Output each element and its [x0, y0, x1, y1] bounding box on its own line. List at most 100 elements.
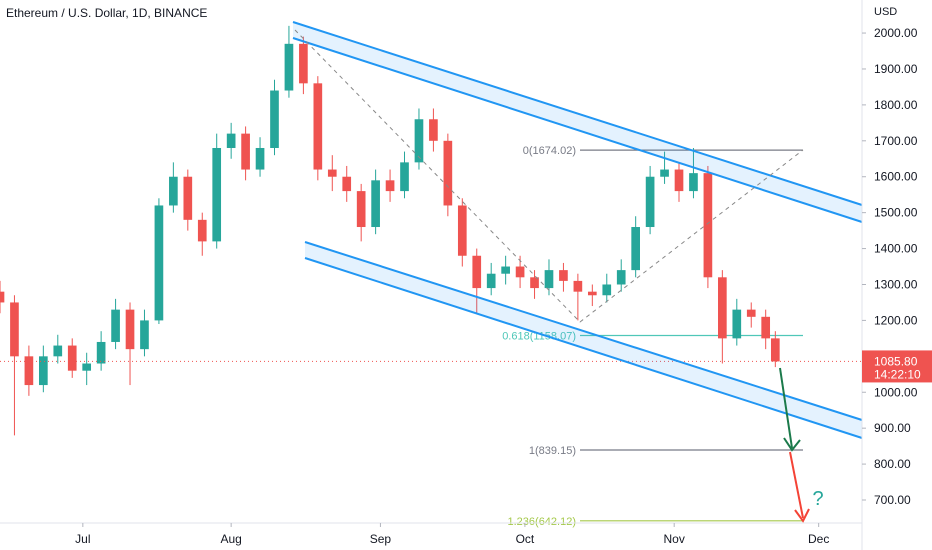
y-tick-label: 1400.00: [874, 242, 918, 256]
candle-body: [53, 345, 63, 357]
candle: [197, 212, 207, 256]
arrow-head: [794, 508, 810, 523]
y-tick-label: 1700.00: [874, 134, 918, 148]
candle: [718, 270, 727, 364]
candle: [169, 162, 178, 213]
candle-body: [342, 176, 352, 192]
abc-pattern: [294, 29, 804, 323]
candle-body: [327, 169, 337, 177]
countdown: 14:22:10: [874, 367, 921, 381]
candle-body: [718, 277, 727, 339]
candle-body: [544, 270, 554, 289]
candle-body: [732, 309, 742, 339]
candle: [24, 345, 34, 396]
candle-body: [39, 356, 48, 386]
candle-body: [154, 205, 164, 321]
y-tick-label: 2000.00: [874, 26, 918, 40]
chart-title: Ethereum / U.S. Dollar, 1D, BINANCE: [6, 6, 207, 20]
candle: [39, 345, 48, 393]
candle-body: [125, 309, 135, 350]
candle: [587, 284, 597, 307]
candle: [371, 169, 380, 235]
candle-body: [241, 133, 250, 170]
candle-body: [24, 356, 34, 386]
candle: [457, 198, 467, 267]
candle-body: [82, 363, 92, 371]
fib-label: 1(839.15): [529, 445, 576, 457]
candle: [53, 334, 63, 364]
candle-body: [746, 309, 756, 317]
candle-body: [270, 90, 279, 148]
candle: [111, 298, 120, 350]
candle-body: [111, 309, 120, 342]
candle-body: [761, 316, 771, 339]
candle-body: [559, 270, 568, 281]
candle-body: [689, 173, 698, 192]
candle: [299, 36, 308, 95]
candle-body: [356, 191, 366, 228]
x-tick-label: Sep: [370, 532, 392, 546]
x-tick-label: Dec: [808, 532, 829, 546]
price-axis: [862, 0, 932, 550]
channel-line: [292, 37, 863, 223]
candle: [746, 302, 756, 328]
y-tick-label: 1300.00: [874, 277, 918, 291]
plot-area: 0(1674.02)0.618(1158.07)1(839.15)1.236(6…: [0, 25, 862, 528]
x-tick-label: Nov: [664, 532, 685, 546]
channel-line: [304, 241, 863, 421]
candle-body: [284, 43, 294, 91]
candle-body: [0, 291, 5, 303]
candle: [732, 298, 742, 346]
candle: [183, 169, 193, 231]
candle: [284, 25, 294, 98]
candle-body: [486, 273, 496, 289]
candle-body: [660, 169, 669, 177]
candle-body: [573, 280, 583, 292]
candle: [255, 137, 265, 177]
y-tick-label: 1500.00: [874, 206, 918, 220]
candle: [241, 126, 250, 181]
unit-label: USD: [874, 6, 897, 18]
candle-body: [400, 162, 409, 192]
arrow: [779, 367, 793, 449]
candle-body: [313, 83, 323, 170]
candle: [573, 273, 583, 321]
candle: [342, 165, 352, 202]
candle: [414, 108, 424, 170]
candle-body: [530, 277, 539, 289]
last-price-box: [862, 350, 932, 383]
candle-body: [140, 320, 149, 350]
candle: [559, 262, 568, 292]
candle-body: [169, 176, 178, 206]
arrow: [789, 451, 804, 519]
candle: [313, 76, 323, 181]
y-tick-label: 1200.00: [874, 313, 918, 327]
axes: 700.00800.00900.001000.001100.001200.001…: [75, 26, 932, 546]
last-price-label: 1085.80: [874, 354, 918, 368]
annotation: ?: [812, 488, 823, 510]
candle-body: [443, 140, 453, 206]
candle: [674, 162, 684, 202]
candle-body: [674, 169, 684, 192]
candle: [443, 133, 453, 217]
x-tick-label: Oct: [516, 532, 535, 546]
candle: [96, 331, 106, 371]
candle: [0, 280, 5, 314]
candle: [501, 255, 510, 285]
candle: [10, 295, 19, 436]
candle-body: [703, 173, 713, 278]
candle-body: [602, 284, 612, 296]
candle-body: [501, 266, 510, 274]
candle: [770, 331, 780, 368]
candle: [602, 273, 612, 303]
candle-body: [96, 341, 106, 364]
candle-body: [631, 227, 640, 271]
candle: [212, 133, 222, 249]
candle-body: [67, 345, 77, 371]
candle: [67, 338, 77, 378]
candle-body: [645, 176, 655, 228]
candle: [486, 262, 496, 296]
candle-body: [457, 205, 467, 256]
candle-body: [472, 255, 482, 289]
